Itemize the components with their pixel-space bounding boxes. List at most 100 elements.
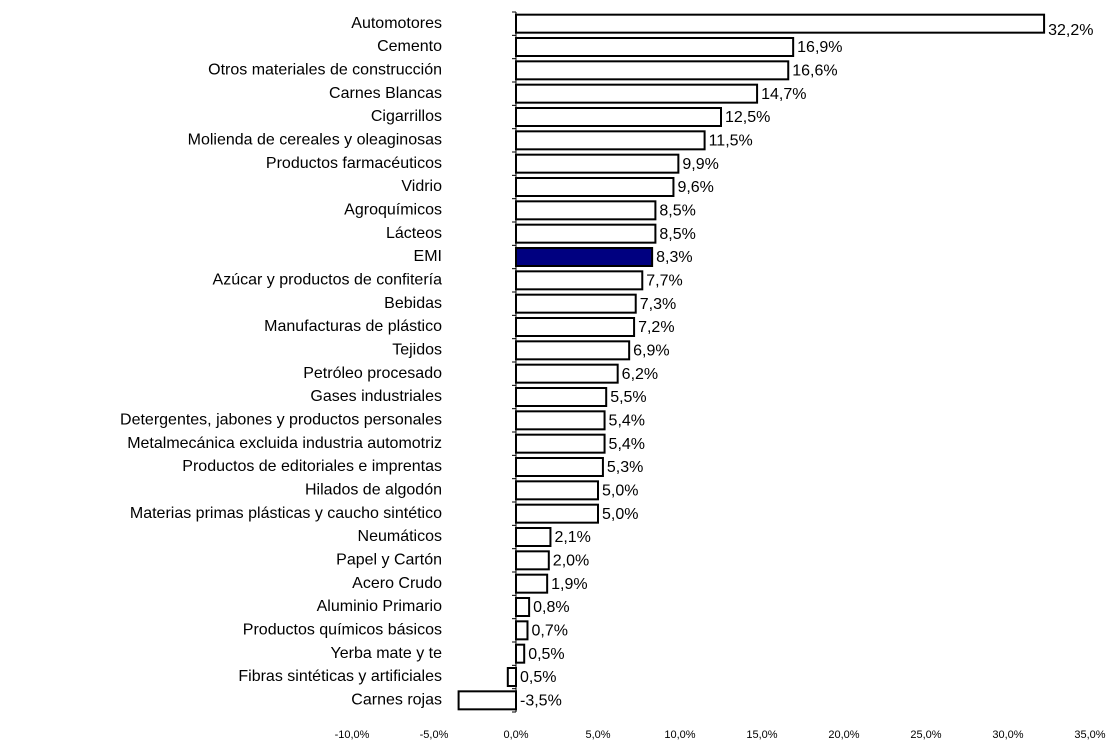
category-label: Otros materiales de construcción — [208, 62, 442, 79]
bar — [515, 340, 631, 361]
value-label: 8,5% — [659, 203, 695, 220]
bar — [515, 177, 675, 197]
bar — [515, 13, 1046, 34]
bar — [515, 597, 531, 617]
category-label: Petróleo procesado — [303, 365, 442, 382]
category-label: Neumáticos — [358, 528, 442, 545]
category-label: Agroquímicos — [344, 202, 442, 219]
category-label: Bebidas — [384, 295, 442, 312]
category-label: Cemento — [377, 38, 442, 55]
x-tick-label: 30,0% — [992, 729, 1023, 741]
x-tick-label: 20,0% — [828, 729, 859, 741]
value-label: 8,3% — [656, 249, 692, 266]
x-tick-label: 5,0% — [585, 729, 610, 741]
value-label: 5,3% — [607, 459, 643, 476]
value-label: 12,5% — [725, 109, 770, 126]
bar — [515, 643, 526, 664]
value-label: 11,5% — [709, 133, 753, 150]
bar — [506, 667, 517, 687]
bar — [457, 690, 518, 711]
bar — [515, 573, 549, 594]
value-label: 9,6% — [677, 179, 713, 196]
category-label: Productos químicos básicos — [243, 622, 442, 639]
bar — [515, 37, 795, 57]
category-label: Detergentes, jabones y productos persona… — [120, 412, 442, 429]
value-label: 5,5% — [610, 389, 646, 406]
bar — [515, 317, 636, 337]
value-label: 2,1% — [554, 529, 590, 546]
value-label: 14,7% — [761, 86, 806, 103]
bar — [515, 620, 529, 641]
bar — [515, 363, 619, 384]
value-label: 5,0% — [602, 483, 638, 500]
x-tick-label: 0,0% — [503, 729, 528, 741]
value-label: 0,8% — [533, 599, 569, 616]
value-label: 32,2% — [1048, 22, 1093, 39]
value-label: 16,9% — [797, 39, 842, 56]
x-tick-label: 10,0% — [664, 729, 695, 741]
bar — [515, 270, 644, 291]
value-label: 5,0% — [602, 506, 638, 523]
bar — [515, 200, 657, 221]
bar — [515, 153, 680, 174]
value-label: 0,5% — [528, 646, 564, 663]
category-label: Manufacturas de plástico — [264, 318, 442, 335]
category-label: Azúcar y productos de confitería — [213, 272, 443, 289]
category-label: Carnes Blancas — [329, 85, 442, 102]
bar — [515, 83, 759, 104]
value-label: 7,3% — [640, 296, 676, 313]
bar — [515, 130, 706, 151]
category-label: Fibras sintéticas y artificiales — [238, 668, 442, 685]
category-label: EMI — [414, 248, 442, 265]
category-label: Aluminio Primario — [317, 598, 442, 615]
bar — [515, 503, 599, 524]
category-label: Cigarrillos — [371, 108, 442, 125]
bar — [515, 60, 790, 81]
category-label: Yerba mate y te — [331, 645, 443, 662]
category-label: Carnes rojas — [351, 692, 442, 709]
bar — [515, 387, 608, 407]
bar — [515, 457, 604, 477]
value-label: 0,5% — [520, 669, 556, 686]
category-label: Metalmecánica excluida industria automot… — [127, 435, 442, 452]
value-label: 6,9% — [633, 343, 669, 360]
value-label: 7,2% — [638, 319, 674, 336]
value-label: -3,5% — [520, 693, 562, 710]
bar — [515, 107, 722, 127]
value-label: 16,6% — [792, 63, 837, 80]
value-label: 2,0% — [553, 553, 589, 570]
category-label: Lácteos — [386, 225, 442, 242]
value-label: 7,7% — [646, 273, 682, 290]
value-label: 5,4% — [609, 436, 645, 453]
category-label: Productos farmacéuticos — [266, 155, 442, 172]
x-tick-label: 15,0% — [746, 729, 777, 741]
x-tick-label: -10,0% — [335, 729, 370, 741]
bar — [515, 223, 657, 244]
bar — [515, 527, 552, 547]
value-label: 0,7% — [531, 623, 567, 640]
bar — [515, 293, 637, 314]
bar — [515, 433, 606, 454]
bar — [515, 550, 550, 571]
x-tick-label: -5,0% — [420, 729, 449, 741]
value-label: 5,4% — [609, 413, 645, 430]
bar — [515, 410, 606, 431]
x-tick-label: 25,0% — [910, 729, 941, 741]
category-label: Productos de editoriales e imprentas — [182, 458, 442, 475]
category-label: Tejidos — [392, 342, 442, 359]
category-label: Vidrio — [401, 178, 442, 195]
category-label: Molienda de cereales y oleaginosas — [188, 132, 442, 149]
value-label: 8,5% — [659, 226, 695, 243]
x-tick-label: 35,0% — [1074, 729, 1105, 741]
category-label: Papel y Cartón — [336, 552, 442, 569]
value-label: 6,2% — [622, 366, 658, 383]
category-label: Gases industriales — [310, 388, 442, 405]
value-label: 9,9% — [682, 156, 718, 173]
category-label: Automotores — [351, 15, 442, 32]
value-label: 1,9% — [551, 576, 587, 593]
bar — [515, 480, 599, 501]
category-label: Hilados de algodón — [305, 482, 442, 499]
category-label: Materias primas plásticas y caucho sinté… — [130, 505, 442, 522]
category-label: Acero Crudo — [352, 575, 442, 592]
